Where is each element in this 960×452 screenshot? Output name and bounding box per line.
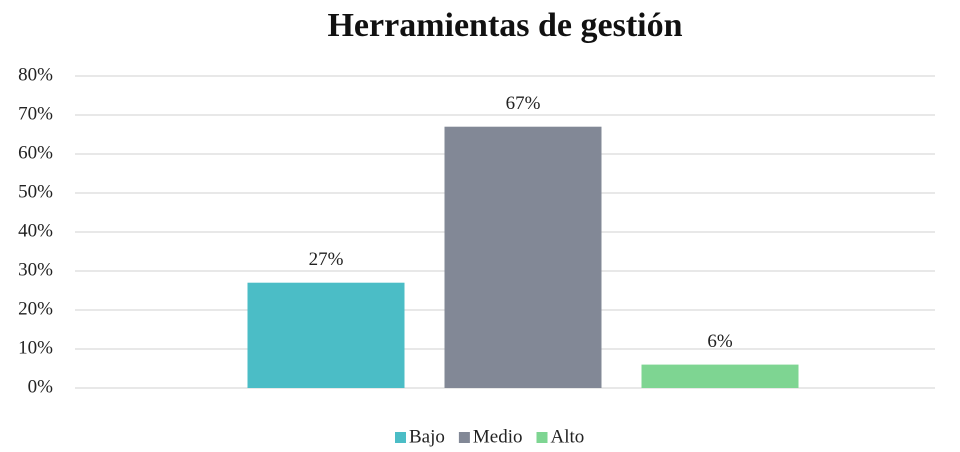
y-tick-label: 10% (18, 337, 53, 358)
y-tick-label: 80% (18, 64, 53, 85)
bar (247, 282, 405, 388)
chart-title: Herramientas de gestión (327, 7, 682, 44)
legend-label: Bajo (409, 426, 445, 447)
legend-label: Medio (473, 426, 523, 447)
data-label: 67% (506, 93, 541, 114)
data-label: 6% (707, 331, 733, 352)
y-tick-label: 20% (18, 298, 53, 319)
y-tick-label: 40% (18, 220, 53, 241)
y-tick-label: 30% (18, 259, 53, 280)
y-tick-label: 50% (18, 181, 53, 202)
y-tick-label: 70% (18, 103, 53, 124)
legend-swatch (536, 432, 548, 443)
data-label: 27% (309, 249, 344, 270)
legend-swatch (458, 432, 470, 443)
bar (444, 126, 602, 388)
legend-swatch (395, 432, 406, 443)
y-tick-label: 60% (18, 142, 53, 163)
legend-label: Alto (551, 426, 585, 447)
bar (641, 364, 799, 388)
y-tick-label: 0% (28, 376, 54, 397)
